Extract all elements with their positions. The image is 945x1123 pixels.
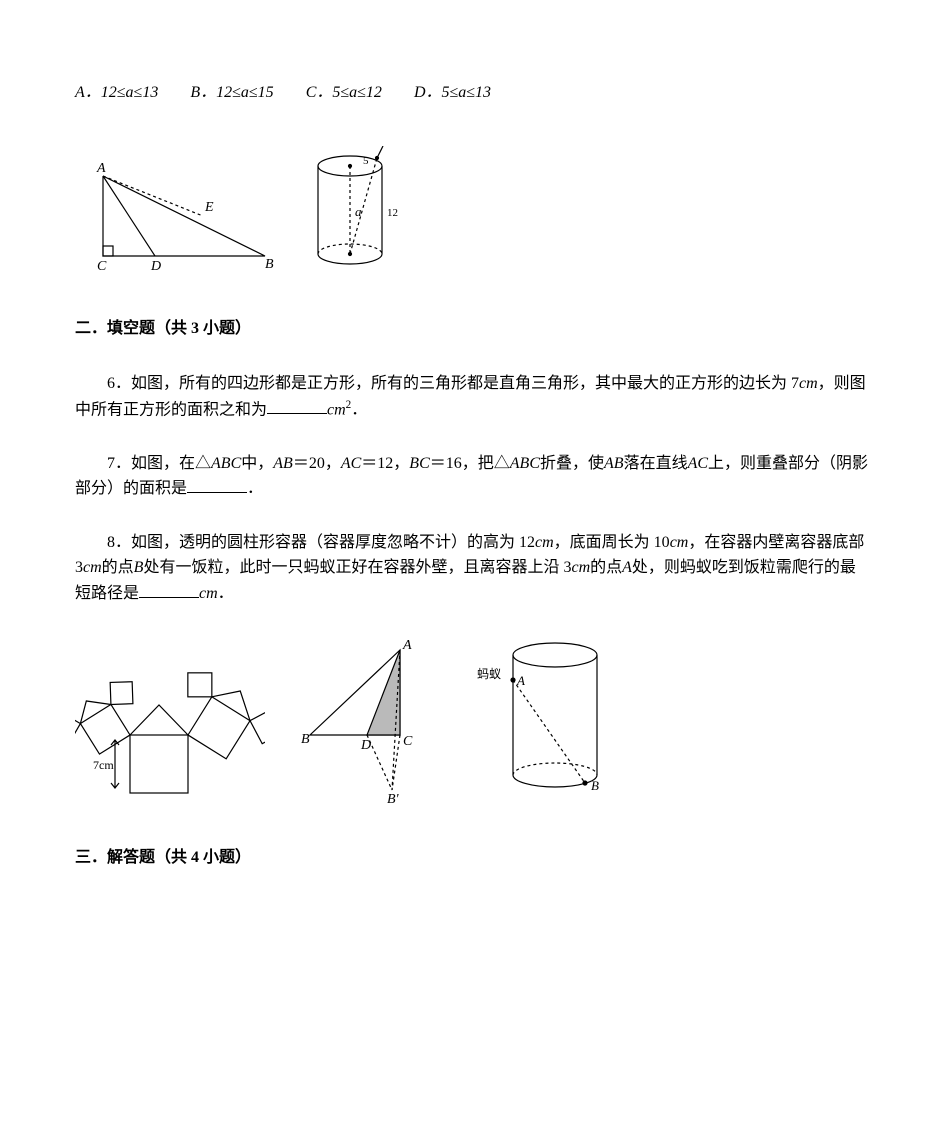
svg-text:A: A — [402, 638, 412, 653]
svg-text:5: 5 — [363, 155, 369, 167]
q7-mid2: 折叠，使 — [540, 455, 604, 472]
q8-cm1: cm — [535, 534, 554, 551]
q8-tail: ． — [218, 585, 234, 602]
q8-cm3: cm — [83, 559, 102, 576]
q8-mid5: 的点 — [590, 559, 622, 576]
q8-pre: 8．如图，透明的圆柱形容器（容器厚度忽略不计）的高为 12 — [107, 534, 535, 551]
option-d: D．5≤a≤13 — [414, 84, 491, 101]
question-7: 7．如图，在△ABC中，AB＝20，AC＝12，BC＝16，把△ABC折叠，使A… — [75, 451, 870, 502]
svg-text:B: B — [265, 257, 274, 272]
option-a: A．12≤a≤13 — [75, 84, 158, 101]
fold-triangle-figure: A B C D B' — [295, 635, 445, 805]
q8-b: B — [134, 559, 144, 576]
q5-figures: A B C D E 5 a 12 — [75, 146, 870, 276]
squares-figure: 7cm — [75, 635, 265, 805]
triangle-figure: A B C D E — [75, 156, 275, 276]
q7-eq3: ＝16，把 — [430, 455, 494, 472]
q7-ab2: AB — [604, 455, 624, 472]
svg-text:A: A — [516, 673, 525, 688]
q7-tail: ． — [247, 480, 263, 497]
section-2-title: 二．填空题（共 3 小题） — [75, 316, 870, 342]
q7-mid3: 落在直线 — [624, 455, 688, 472]
q7-eq1: ＝20， — [293, 455, 341, 472]
q6-unit1: cm — [799, 375, 818, 392]
svg-text:E: E — [204, 200, 214, 215]
svg-text:12: 12 — [387, 207, 398, 219]
q8-mid3: 的点 — [102, 559, 134, 576]
q8-cm2: cm — [670, 534, 689, 551]
q8-blank — [139, 582, 199, 598]
cylinder-figure: 5 a 12 — [295, 146, 415, 276]
q5-options: A．12≤a≤13 B．12≤a≤15 C．5≤a≤12 D．5≤a≤13 — [75, 80, 870, 106]
svg-text:蚂蚁: 蚂蚁 — [477, 666, 501, 681]
q678-figures: 7cm A B C D B' 蚂蚁 A B — [75, 635, 870, 805]
svg-text:a: a — [355, 204, 362, 219]
ant-cylinder-figure: 蚂蚁 A B — [475, 635, 635, 805]
q6-unit2: cm — [327, 401, 346, 418]
q8-cm4: cm — [571, 559, 590, 576]
q7-ac: AC — [341, 455, 361, 472]
q7-mid1: 中， — [241, 455, 273, 472]
svg-text:B: B — [301, 732, 310, 747]
q6-text-pre: 6．如图，所有的四边形都是正方形，所有的三角形都是直角三角形，其中最大的正方形的… — [107, 375, 799, 392]
q8-a: A — [622, 559, 632, 576]
q7-pre: 7．如图，在 — [107, 455, 195, 472]
option-c: C．5≤a≤12 — [306, 84, 382, 101]
svg-text:C: C — [97, 259, 107, 274]
svg-text:C: C — [403, 734, 413, 749]
section-3-title: 三．解答题（共 4 小题） — [75, 845, 870, 871]
q8-mid4: 处有一饭粒，此时一只蚂蚁正好在容器外壁，且离容器上沿 3 — [143, 559, 571, 576]
q7-abc: ABC — [211, 455, 241, 472]
svg-text:D: D — [360, 738, 371, 753]
q7-tri: △ — [195, 455, 211, 472]
svg-text:B': B' — [387, 792, 400, 805]
q7-abc2: ABC — [510, 455, 540, 472]
q6-tail: ． — [351, 401, 367, 418]
q8-cm5: cm — [199, 585, 218, 602]
q7-tri2: △ — [494, 455, 510, 472]
svg-text:7cm: 7cm — [93, 758, 114, 772]
question-6: 6．如图，所有的四边形都是正方形，所有的三角形都是直角三角形，其中最大的正方形的… — [75, 371, 870, 423]
svg-text:A: A — [96, 161, 106, 176]
q7-bc: BC — [409, 455, 429, 472]
question-8: 8．如图，透明的圆柱形容器（容器厚度忽略不计）的高为 12cm，底面周长为 10… — [75, 530, 870, 607]
q7-eq2: ＝12， — [361, 455, 409, 472]
option-b: B．12≤a≤15 — [190, 84, 273, 101]
q6-blank — [267, 398, 327, 414]
svg-text:B: B — [591, 778, 599, 793]
q8-mid1: ，底面周长为 10 — [554, 534, 670, 551]
svg-text:D: D — [150, 259, 161, 274]
q7-blank — [187, 477, 247, 493]
q7-ab: AB — [273, 455, 293, 472]
q7-ac2: AC — [688, 455, 708, 472]
